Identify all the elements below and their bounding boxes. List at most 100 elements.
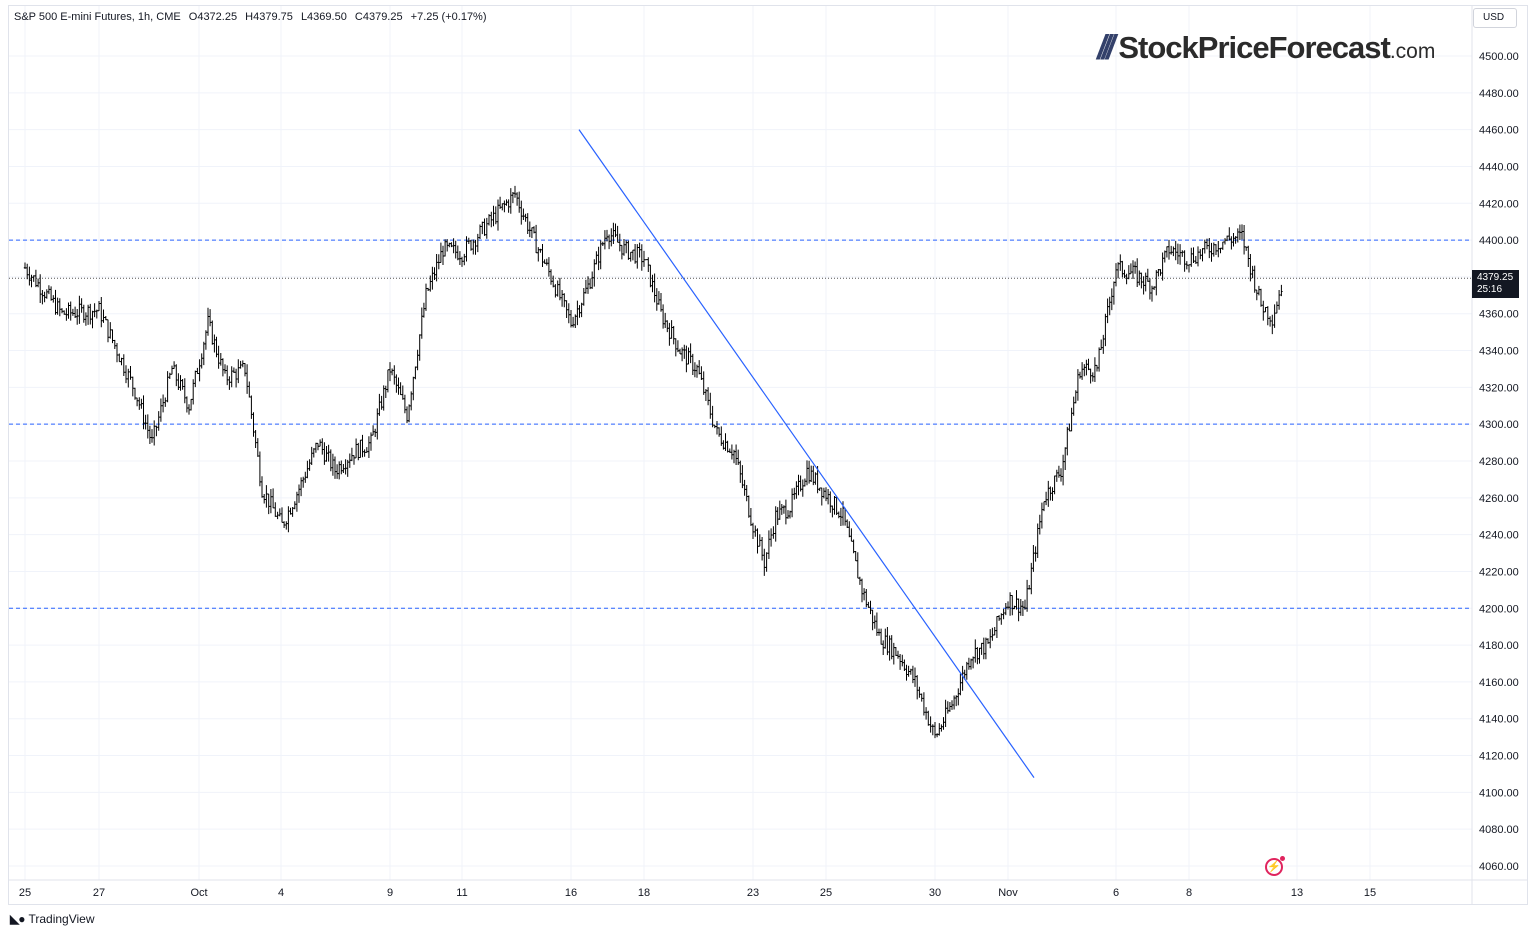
ohlc-bar	[369, 432, 373, 451]
ohlc-bar	[124, 365, 128, 384]
ohlc-bar	[657, 291, 661, 305]
ohlc-bar	[610, 228, 613, 247]
ohlc-bar	[636, 244, 639, 269]
ohlc-bar	[104, 316, 107, 321]
ohlc-bar	[127, 368, 130, 388]
ohlc-bar	[1110, 288, 1113, 311]
ohlc-bar	[245, 364, 249, 394]
ohlc-bar	[655, 288, 658, 311]
ohlc-bar	[1051, 487, 1054, 501]
ohlc-bar	[586, 276, 590, 294]
ohlc-bar	[1253, 265, 1256, 293]
ohlc-bar	[1183, 250, 1186, 272]
ohlc-bar	[129, 366, 132, 380]
ohlc-bar	[653, 273, 656, 303]
symbol-title[interactable]: S&P 500 E-mini Futures, 1h, CME	[14, 11, 181, 23]
ohlc-bar	[1245, 246, 1248, 251]
ohlc-bar	[414, 366, 417, 380]
ohlc-bar	[1187, 264, 1191, 273]
ohlc-bar	[192, 379, 195, 405]
ohlc-bar	[709, 392, 712, 419]
ohlc-bar	[1217, 241, 1220, 258]
ohlc-bar	[1066, 426, 1069, 456]
ohlc-bar	[944, 699, 947, 727]
ohlc-bar	[206, 307, 210, 336]
logo-tld: .com	[1389, 40, 1436, 63]
x-tick-label: 25	[19, 887, 31, 899]
ohlc-bar	[995, 616, 999, 638]
ohlc-bar	[390, 368, 394, 376]
ohlc-bar	[829, 491, 832, 513]
ohlc-bar	[380, 395, 383, 410]
ohlc-bar	[1025, 579, 1029, 612]
ohlc-bar	[1251, 265, 1254, 279]
ohlc-bar	[741, 465, 744, 489]
ohlc-bar	[1019, 599, 1022, 616]
ohlc-bar	[1172, 246, 1175, 257]
ohlc-bar	[672, 326, 675, 345]
ohlc-bar	[481, 221, 484, 235]
ohlc-bar	[496, 199, 500, 231]
ohlc-bar	[263, 494, 266, 504]
ohlc-bar	[166, 371, 169, 403]
ohlc-bar	[254, 430, 257, 448]
currency-button[interactable]: USD	[1473, 8, 1517, 28]
ohlc-bar	[569, 310, 573, 328]
ohlc-bar	[971, 656, 975, 669]
ohlc-bar	[494, 206, 497, 225]
ohlc-bar	[1011, 595, 1014, 616]
ohlc-bar	[297, 484, 301, 503]
ohlc-bar	[852, 539, 855, 554]
ohlc-bar	[293, 501, 296, 510]
ohlc-bar	[563, 293, 566, 308]
ohlc-bar	[483, 218, 486, 236]
ohlc-bar	[1201, 248, 1204, 262]
ohlc-bar	[642, 250, 646, 267]
ohlc-bar	[894, 647, 898, 656]
ohlc-bar	[717, 427, 721, 437]
y-tick-label: 4440.00	[1479, 161, 1519, 173]
tradingview-brand[interactable]: ◣● TradingView	[10, 912, 95, 926]
ohlc-bar	[1095, 364, 1099, 372]
ohlc-bar	[737, 449, 740, 465]
ohlc-bar	[618, 233, 621, 252]
ohlc-bar	[135, 397, 139, 407]
ohlc-bar	[338, 461, 341, 480]
ohlc-bar	[213, 334, 216, 353]
ohlc-bar	[524, 213, 527, 222]
ohlc-bar	[892, 642, 895, 665]
ohlc-bar	[751, 522, 755, 539]
ohlc-bar	[1116, 262, 1120, 279]
ohlc-bar	[219, 353, 222, 366]
ohlc-bar	[241, 360, 244, 368]
flash-icon[interactable]: ⚡	[1265, 856, 1285, 876]
ohlc-bar	[704, 389, 708, 401]
ohlc-bar	[1208, 238, 1211, 259]
ohlc-bar	[1028, 585, 1031, 590]
last-price-value: 4379.25	[1477, 272, 1514, 283]
ohlc-bar	[969, 658, 973, 670]
ohlc-bar	[515, 192, 519, 206]
ohlc-bar	[505, 199, 508, 206]
ohlc-bar	[371, 425, 375, 436]
ohlc-bar	[807, 460, 811, 484]
ohlc-bar	[674, 338, 677, 357]
ohlc-bar	[140, 398, 143, 409]
ohlc-bar	[1030, 562, 1033, 595]
ohlc-bar	[952, 695, 956, 710]
ohlc-bar	[1061, 454, 1065, 486]
ohlc-bar	[625, 240, 628, 254]
ohlc-bar	[924, 707, 928, 720]
ohlc-bar	[599, 240, 602, 270]
ohlc-bar	[52, 295, 55, 303]
ohlc-bar	[1275, 301, 1279, 314]
y-tick-label: 4280.00	[1479, 456, 1519, 468]
ohlc-bar	[758, 534, 761, 547]
ohlc-bar	[916, 675, 919, 700]
ohlc-bar	[1119, 254, 1122, 271]
ohlc-bar	[1142, 276, 1145, 295]
ohlc-bar	[399, 382, 402, 396]
ohlc-bar	[226, 365, 229, 386]
ohlc-bar	[1047, 480, 1050, 507]
